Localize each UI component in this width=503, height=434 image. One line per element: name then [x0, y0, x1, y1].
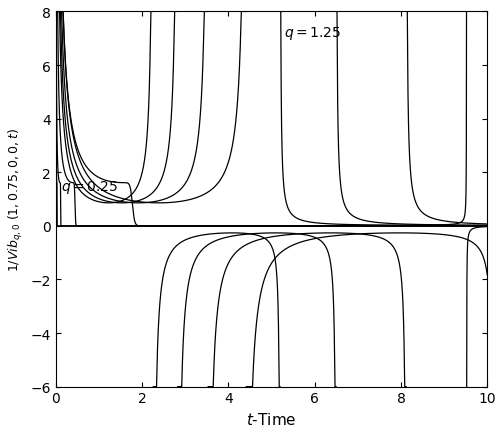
- Y-axis label: $1/Vib_{q,0}$ $(1,0.75,0,0,t)$: $1/Vib_{q,0}$ $(1,0.75,0,0,t)$: [7, 128, 25, 271]
- Text: $q = 0.25$: $q = 0.25$: [61, 178, 118, 195]
- Text: $q = 1.25$: $q = 1.25$: [285, 24, 341, 42]
- X-axis label: $t$-Time: $t$-Time: [246, 411, 297, 427]
